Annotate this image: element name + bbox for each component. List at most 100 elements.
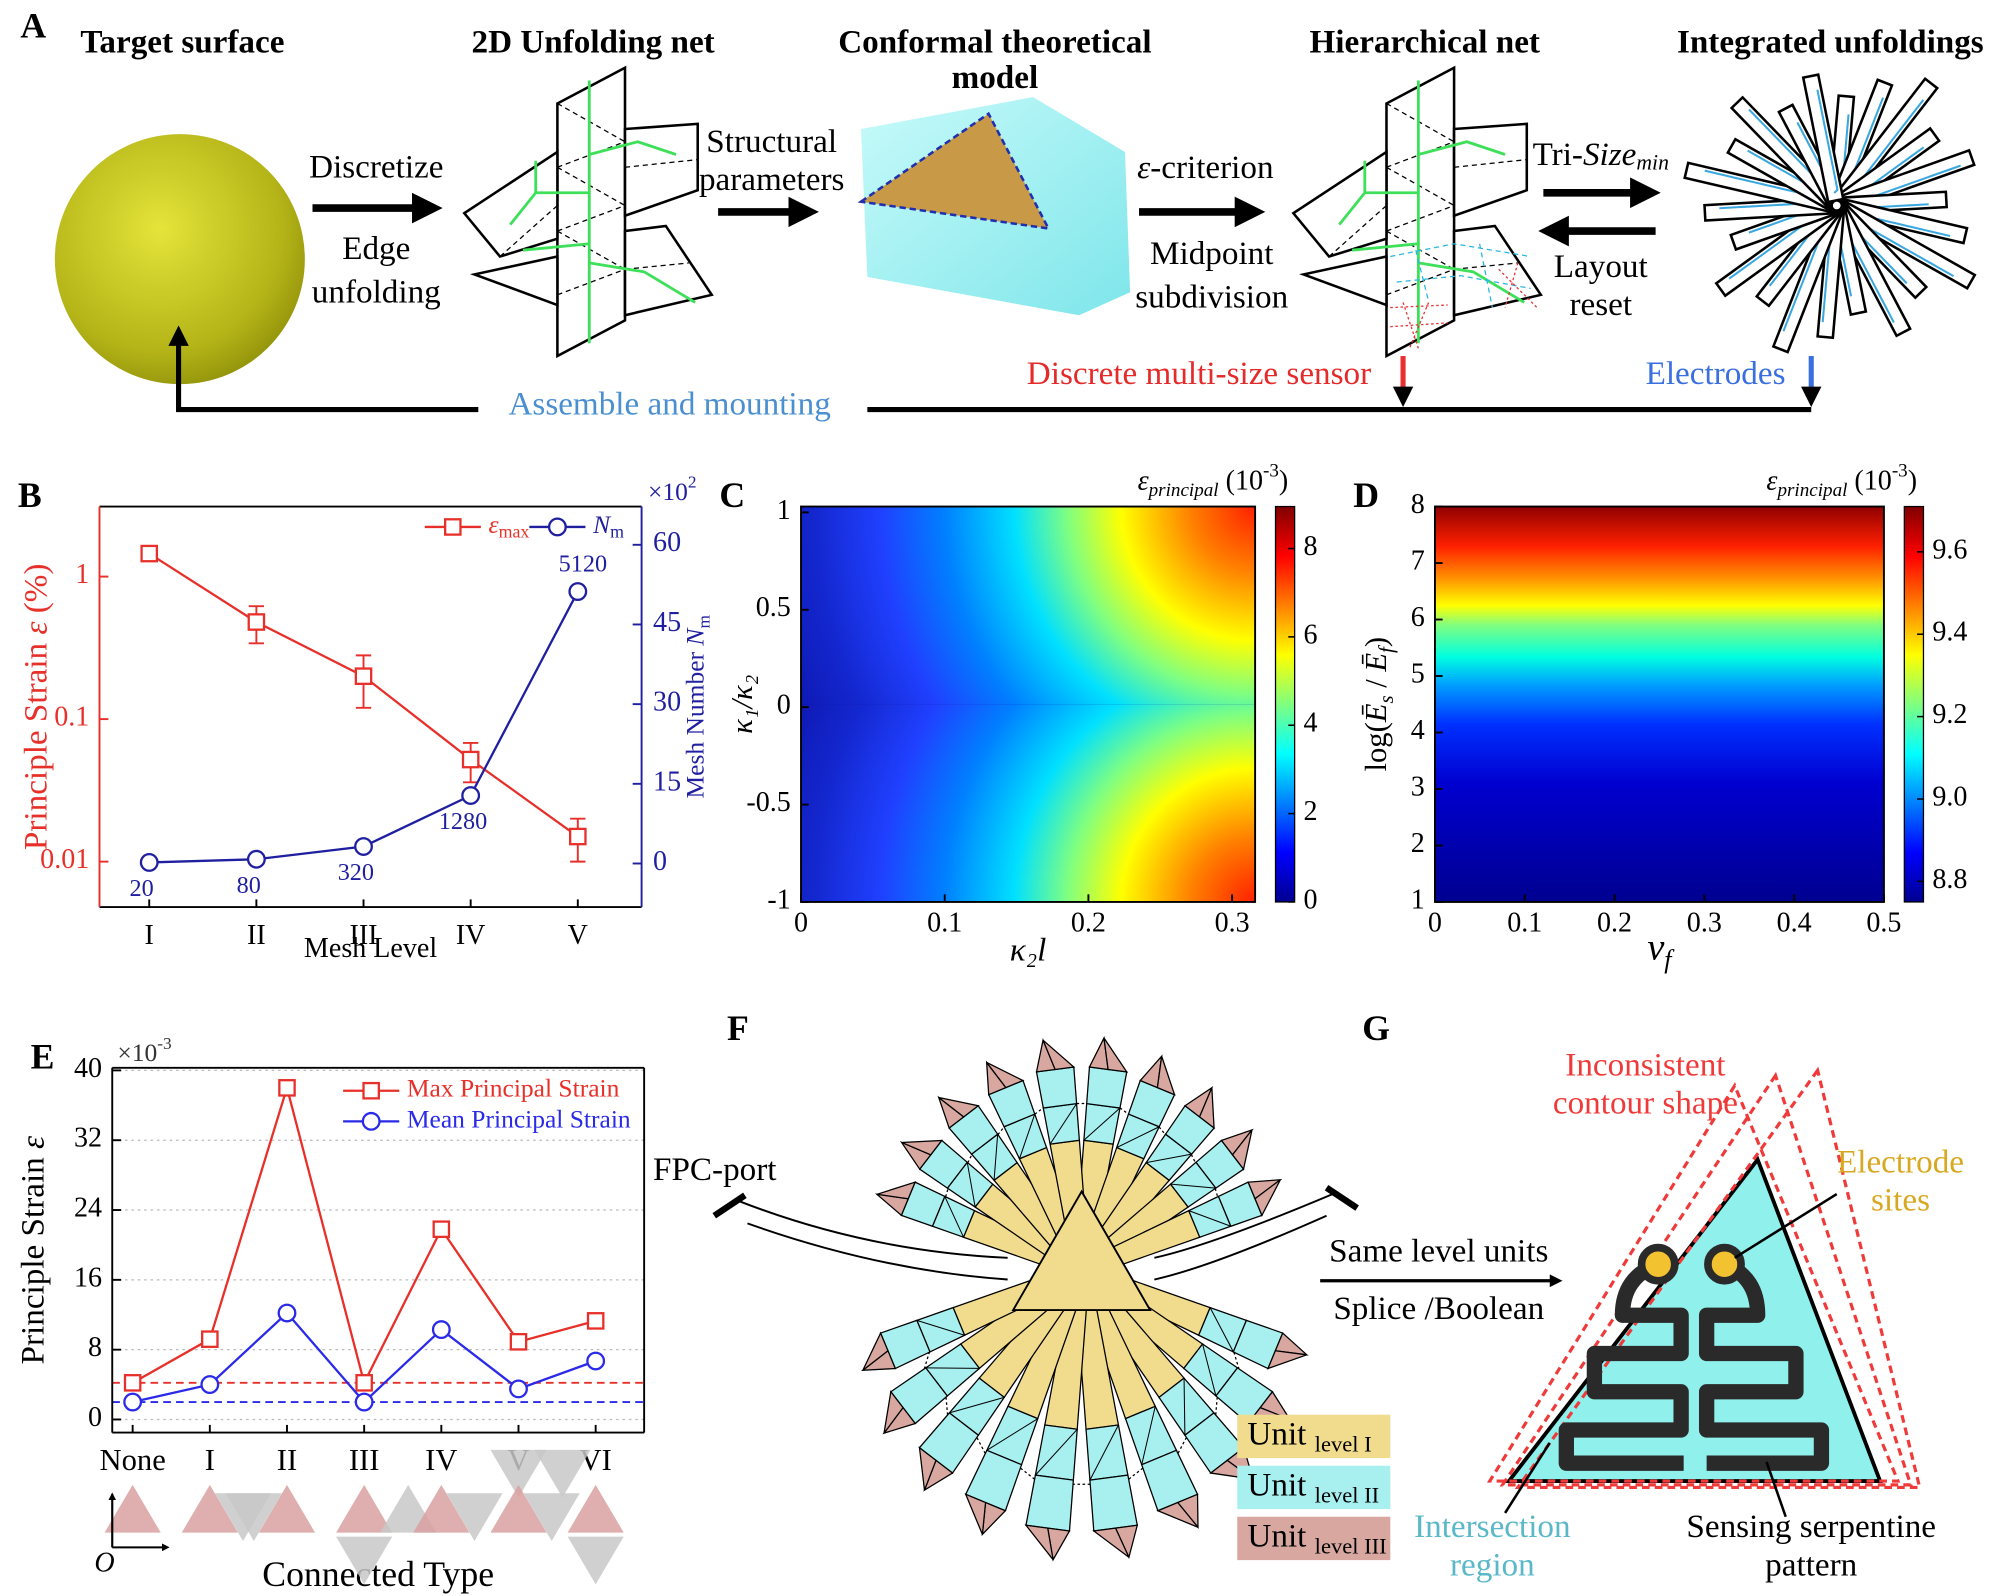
- panel-label: B: [18, 475, 42, 515]
- intersection-label: region: [1450, 1546, 1535, 1583]
- colorbar: [1274, 505, 1296, 903]
- y-axis-label-part: f: [1374, 644, 1398, 653]
- x-tick-label: 0.2: [1071, 907, 1106, 938]
- unit-fold: [1146, 1153, 1192, 1164]
- axis-multiplier-part: 2: [688, 473, 697, 492]
- unfolding-arm-fill: [1718, 204, 1836, 294]
- colorbar-tick-label: 6: [1304, 619, 1318, 650]
- net-trace: [1338, 80, 1525, 344]
- legend-marker: [362, 1081, 380, 1100]
- unfolding-arm-fill: [1839, 203, 1974, 287]
- x-axis-label: Mesh Level: [304, 933, 437, 964]
- y-axis-label-part: ): [1359, 637, 1393, 647]
- unit-fold: [1083, 1107, 1121, 1141]
- marker: [509, 1379, 528, 1399]
- step-label: Edge: [342, 230, 410, 267]
- step-label: reset: [1569, 286, 1632, 323]
- colorbar-label: εprincipal (10-3): [1138, 461, 1289, 502]
- marker: [247, 613, 266, 631]
- type-icon: [490, 1484, 547, 1533]
- legend-label-part: level III: [1315, 1534, 1387, 1559]
- marker: [278, 1079, 296, 1097]
- unit-fold: [1018, 1113, 1036, 1159]
- unit-level-3: [964, 1493, 987, 1535]
- y-axis-label-part: ε: [14, 1135, 51, 1149]
- unfolding-arm-fill: [1840, 152, 1973, 210]
- type-icon: [490, 1449, 547, 1498]
- unit-fold: [1089, 1424, 1119, 1481]
- net-face: [1452, 224, 1543, 317]
- colorbar-label-part: principal: [1775, 480, 1847, 501]
- y-axis-label-part: /: [1359, 672, 1393, 696]
- net-face: [1452, 122, 1529, 218]
- data-label: 80: [237, 872, 261, 899]
- unit-level-3: [1103, 1037, 1129, 1073]
- marker: [432, 1220, 451, 1239]
- type-icon: [567, 1536, 624, 1585]
- colorbar-label-part: (10: [1847, 466, 1891, 497]
- x-tick-label: 0: [1428, 907, 1442, 938]
- data-label: 320: [338, 859, 374, 886]
- net-face: [623, 122, 699, 218]
- axis-multiplier-part: -3: [157, 1034, 171, 1053]
- y2-axis-label-part: N: [681, 627, 710, 647]
- step-label: ε-criterion: [1137, 148, 1274, 185]
- plot-frame: [1433, 505, 1885, 903]
- y-tick-label: 40: [74, 1053, 102, 1084]
- panel-label: G: [1362, 1008, 1390, 1048]
- y2-axis-label-part: m: [694, 615, 713, 629]
- axis-multiplier-part: ×10: [117, 1038, 157, 1067]
- y-tick-label: 5: [1411, 658, 1425, 689]
- legend-label-part: Max Principal Strain: [407, 1074, 620, 1103]
- y-axis-label-part: Ē: [1359, 703, 1393, 723]
- x-axis-label-part: f: [1664, 945, 1675, 974]
- step-title: model: [952, 59, 1039, 96]
- panel-label: F: [727, 1008, 749, 1048]
- legend-label-part: Unit: [1247, 1415, 1314, 1452]
- unit-level-3: [918, 1446, 937, 1491]
- y2-tick-label: 0: [653, 846, 667, 877]
- sensor-label: Discrete multi-size sensor: [1027, 355, 1371, 392]
- unit-level-3: [1024, 1524, 1054, 1561]
- legend-label-part: ε: [489, 510, 500, 539]
- net-face: [462, 149, 559, 259]
- legend-marker: [444, 518, 462, 536]
- unit-link: [997, 1126, 1005, 1135]
- panel-a: A Target surface 2D Unfolding net Confor…: [20, 6, 1983, 423]
- y-axis-label: κ₁/κ₂: [725, 675, 759, 734]
- unit-fold: [1116, 1126, 1160, 1149]
- legend-label-part: Unit: [1247, 1517, 1314, 1554]
- unfolding-net: [462, 65, 714, 359]
- marker: [461, 786, 481, 805]
- target-sphere: [54, 134, 305, 385]
- unit-level-3: [1231, 1129, 1253, 1171]
- y-tick-label: 0: [88, 1402, 102, 1433]
- step-title: 2D Unfolding net: [472, 23, 715, 60]
- y-tick-label: -1: [767, 884, 790, 915]
- unit-link: [1177, 1437, 1187, 1454]
- unit-link: [1190, 1154, 1197, 1164]
- y-tick-label: 7: [1411, 545, 1425, 576]
- x-tick-label: III: [350, 920, 378, 951]
- x-tick-label: III: [349, 1443, 380, 1477]
- step-label-part: Tri-: [1533, 136, 1583, 173]
- step-label: parameters: [699, 161, 844, 198]
- marker: [123, 1374, 142, 1392]
- net-face: [1385, 65, 1456, 359]
- colorbar-label-part: principal: [1147, 480, 1219, 501]
- net-face: [1291, 149, 1388, 259]
- type-icon: [567, 1484, 624, 1533]
- unit-fold: [1188, 1210, 1232, 1227]
- data-label: 5120: [559, 551, 607, 578]
- unit-level-3: [1266, 1350, 1308, 1370]
- marker: [355, 1374, 373, 1392]
- colorbar-tick-label: 9.4: [1932, 617, 1967, 648]
- colorbar-tick-label: 8.8: [1932, 864, 1967, 895]
- fpc-label: FPC-port: [653, 1151, 777, 1188]
- y2-axis-label-part: Mesh Number: [681, 646, 710, 799]
- assemble-label: Assemble and mounting: [508, 386, 830, 423]
- marker: [201, 1330, 219, 1348]
- serpentine-label: pattern: [1765, 1546, 1857, 1583]
- unit-level-2: [1089, 1474, 1139, 1532]
- unit-link: [976, 1437, 986, 1454]
